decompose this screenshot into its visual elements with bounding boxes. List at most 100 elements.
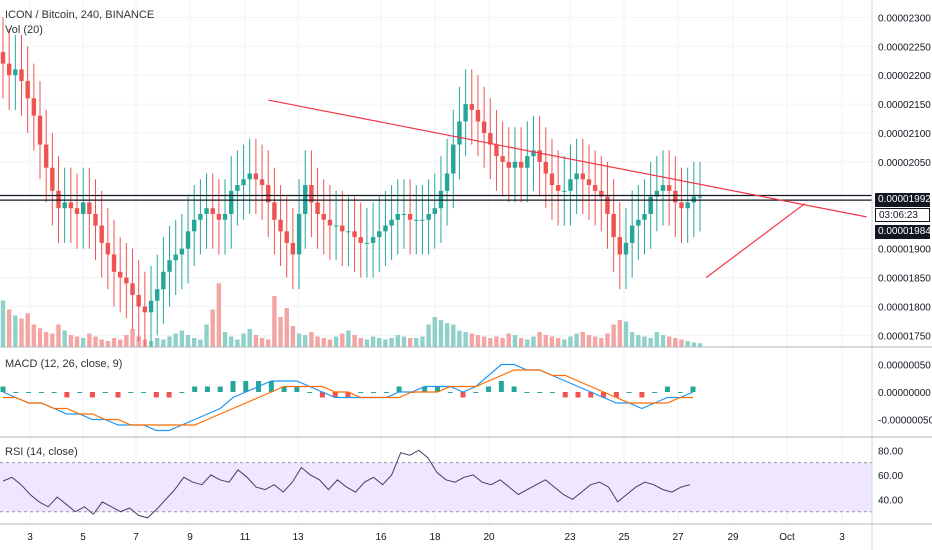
macd-histogram-bar [230,381,236,392]
candle-body [395,213,400,220]
macd-histogram-bar [243,381,249,392]
macd-histogram-bar [89,392,95,398]
candle-body [105,242,111,255]
candle-body [481,121,487,134]
candle-body [629,225,635,243]
volume-bar [204,324,209,347]
macd-histogram-bar [0,386,6,392]
volume-bar [352,335,357,347]
candle-body [494,144,499,157]
candle-body [432,208,437,214]
volume-bar [617,320,623,347]
volume-bar [0,300,6,347]
candle-body [167,260,172,272]
volume-bar [185,335,191,347]
candle-body [562,190,567,192]
candle-body [642,213,647,220]
candle-body [685,202,690,209]
volume-bar [636,335,641,347]
candle-body [296,213,302,255]
macd-histogram-bar [473,392,479,393]
candle-body [679,202,684,209]
volume-bar [506,333,511,347]
macd-pane [0,363,696,432]
candle-body [142,306,148,313]
price-tick-label: 0.00002250 [878,42,931,53]
volume-bar [611,324,616,347]
macd-histogram-bar [358,392,364,393]
volume-bar [43,332,49,347]
volume-bars [0,283,703,347]
candle-body [179,248,185,255]
macd-histogram-bar [141,392,147,393]
volume-bar [216,283,222,347]
candle-body [537,150,542,162]
volume-bar [50,333,55,347]
volume-bar [364,339,370,347]
volume-bar [525,339,530,347]
volume-bar [309,332,314,347]
macd-histogram-bar [626,392,632,393]
time-tick-label: 13 [292,532,304,543]
volume-bar [93,336,98,347]
rsi-line [2,449,691,519]
volume-bar [284,308,289,347]
volume-bar [167,336,172,347]
time-tick-label: 20 [483,532,495,543]
volume-bar [259,338,265,347]
candle-body [161,271,166,290]
macd-histogram-bar [434,386,440,392]
macd-histogram-bar [524,392,530,393]
volume-bar [475,335,481,347]
candle-body [451,144,456,174]
volume-bar [37,328,43,347]
volume-bar [592,336,598,347]
volume-bar [377,338,382,347]
volume-bar [580,332,586,347]
volume-bar [562,339,567,347]
volume-bar [266,339,271,347]
volume-bar [247,329,252,347]
macd-histogram-bar [396,386,402,392]
volume-bar [173,333,178,347]
candle-body [352,231,357,238]
candle-body [463,104,468,122]
volume-bar [697,343,703,347]
volume-bar [229,336,234,347]
volume-bar [685,341,690,347]
volume-bar [111,338,117,347]
macd-histogram-bar [192,386,198,392]
candle-body [407,213,413,220]
volume-bar [315,336,320,347]
volume-bar [512,335,518,347]
macd-histogram-bar [307,392,313,393]
trendline [705,203,806,279]
macd-histogram-bar [26,392,32,393]
candle-body [666,185,672,191]
volume-bar [13,315,18,347]
candle-body [253,173,259,180]
candle-body [216,213,222,220]
candle-body [660,185,666,191]
candle-body [235,185,240,191]
volume-bar [432,317,437,347]
volume-bar [481,336,487,347]
candle-body [340,225,345,232]
candle-body [444,173,450,191]
time-tick-label: 29 [727,532,739,543]
macd-histogram-bar [319,392,325,398]
macd-histogram-bar [562,392,568,398]
symbol-label: ICON / Bitcoin, 240, BINANCE [5,9,155,21]
macd-histogram-bar [345,392,351,398]
candle-body [648,196,653,214]
volume-bar [660,335,666,347]
candle-body [457,121,462,145]
candle-body [222,213,228,220]
candle-body [173,254,178,261]
candle-body [0,52,6,64]
candle-body [31,98,37,116]
macd-tick-label: 0.00000050 [878,361,931,372]
trendlines [268,99,867,279]
macd-histogram-bar [652,392,658,393]
